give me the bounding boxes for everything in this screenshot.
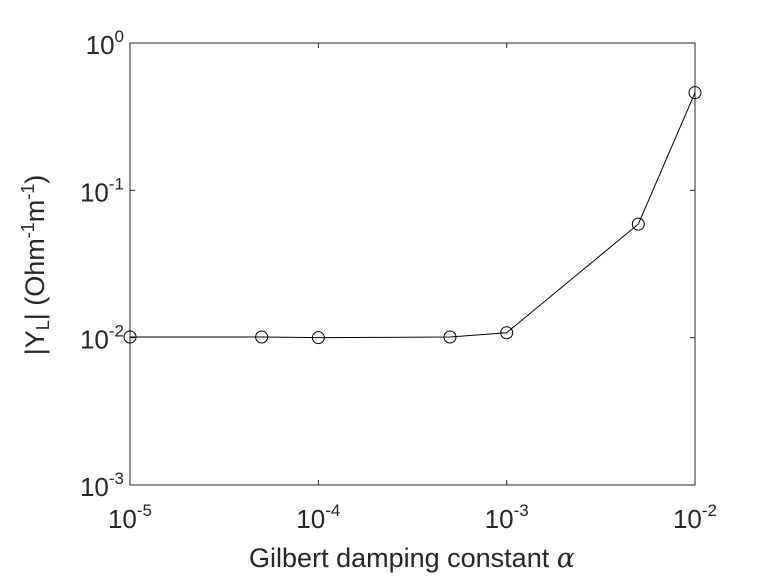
data-point (631, 217, 645, 231)
y-tick-label: 10-2 (80, 322, 124, 355)
x-tick-label: 10-4 (296, 501, 340, 534)
data-point (500, 326, 514, 340)
tick-labels: 10-5 10-4 10-3 10-2 10-3 10-2 10-1 100 (80, 27, 717, 534)
x-tick-label: 10-2 (673, 501, 717, 534)
x-tick-label: 10-5 (108, 501, 152, 534)
data-point (123, 330, 137, 344)
y-tick-label: 100 (86, 27, 124, 60)
series-line (130, 92, 696, 339)
axis-ticks (129, 42, 696, 486)
y-tick-label: 10-3 (80, 469, 124, 502)
data-point (443, 330, 457, 344)
data-point (688, 86, 702, 100)
series-markers (123, 86, 702, 345)
data-point (311, 331, 325, 345)
plot-area (129, 42, 696, 486)
y-tick-label: 10-1 (80, 174, 124, 207)
data-point (255, 330, 269, 344)
y-axis-label: |YL| (Ohm-1m-1) (18, 175, 53, 356)
x-axis-label: Gilbert damping constant α (249, 543, 575, 574)
x-tick-label: 10-3 (485, 501, 529, 534)
